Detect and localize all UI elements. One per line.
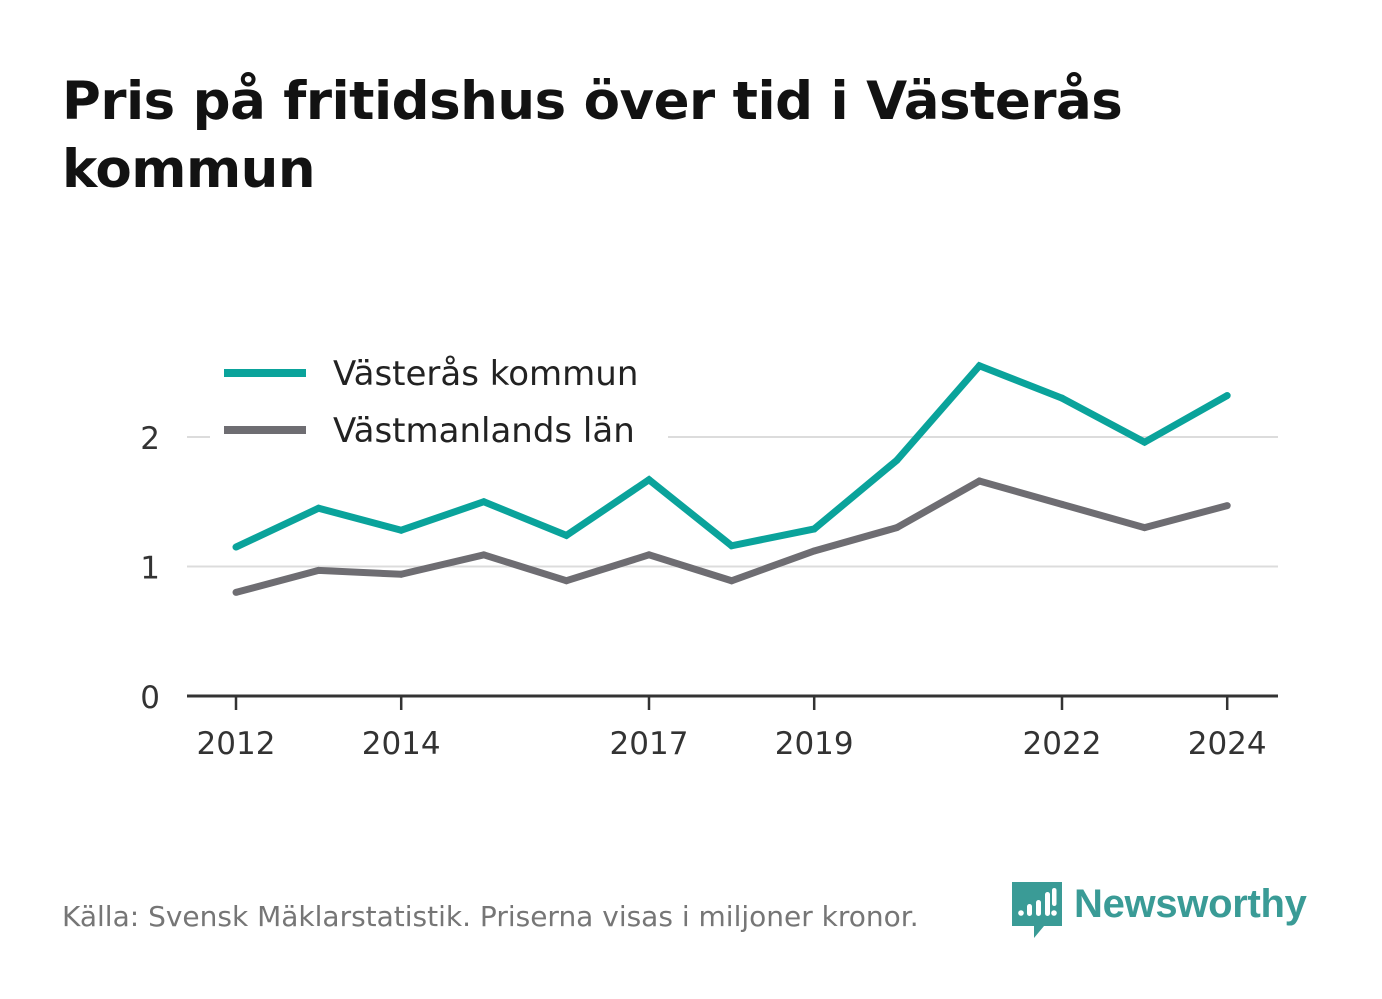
data-point	[810, 525, 818, 533]
data-point	[645, 476, 653, 484]
data-point	[893, 456, 901, 464]
data-point	[975, 362, 983, 370]
data-point	[232, 543, 240, 551]
x-tick-label: 2024	[1188, 726, 1267, 762]
source-note: Källa: Svensk Mäklarstatistik. Priserna …	[62, 900, 919, 933]
data-point	[480, 551, 488, 559]
y-tick-label: 0	[140, 680, 160, 716]
data-point	[315, 504, 323, 512]
data-point	[1141, 438, 1149, 446]
legend-label: Västmanlands län	[333, 411, 635, 451]
data-point	[397, 526, 405, 534]
data-point	[728, 577, 736, 585]
data-point	[1058, 500, 1066, 508]
data-point	[1223, 392, 1231, 400]
y-tick-label: 2	[140, 421, 160, 457]
y-tick-label: 1	[140, 551, 160, 587]
chart-title: Pris på fritidshus över tid i Västerås k…	[62, 71, 1123, 200]
legend-label: Västerås kommun	[333, 354, 638, 394]
data-point	[645, 551, 653, 559]
x-tick-label: 2017	[610, 726, 689, 762]
data-point	[728, 542, 736, 550]
legend-box	[210, 350, 668, 458]
series-line-vastmanlands-lan	[235, 477, 1229, 596]
x-tick-label: 2014	[362, 726, 441, 762]
data-point	[315, 566, 323, 574]
data-point	[562, 531, 570, 539]
data-point	[893, 524, 901, 532]
data-point	[975, 477, 983, 485]
data-point	[480, 498, 488, 506]
data-point	[1141, 524, 1149, 532]
brand-name: Newsworthy	[1074, 882, 1307, 926]
x-tick-label: 2012	[197, 726, 276, 762]
data-point	[232, 588, 240, 596]
data-point	[1223, 502, 1231, 510]
newsworthy-logo-icon	[1012, 882, 1062, 938]
brand-logo: Newsworthy	[1012, 880, 1307, 940]
line-chart: 0 1 2 2012 2014 2017 2019 2022 2024 Västerås komm…	[140, 350, 1278, 762]
x-tick-label: 2019	[775, 726, 854, 762]
data-point	[1058, 394, 1066, 402]
data-point	[562, 577, 570, 585]
data-point	[397, 570, 405, 578]
data-point	[810, 547, 818, 555]
x-tick-label: 2022	[1023, 726, 1102, 762]
